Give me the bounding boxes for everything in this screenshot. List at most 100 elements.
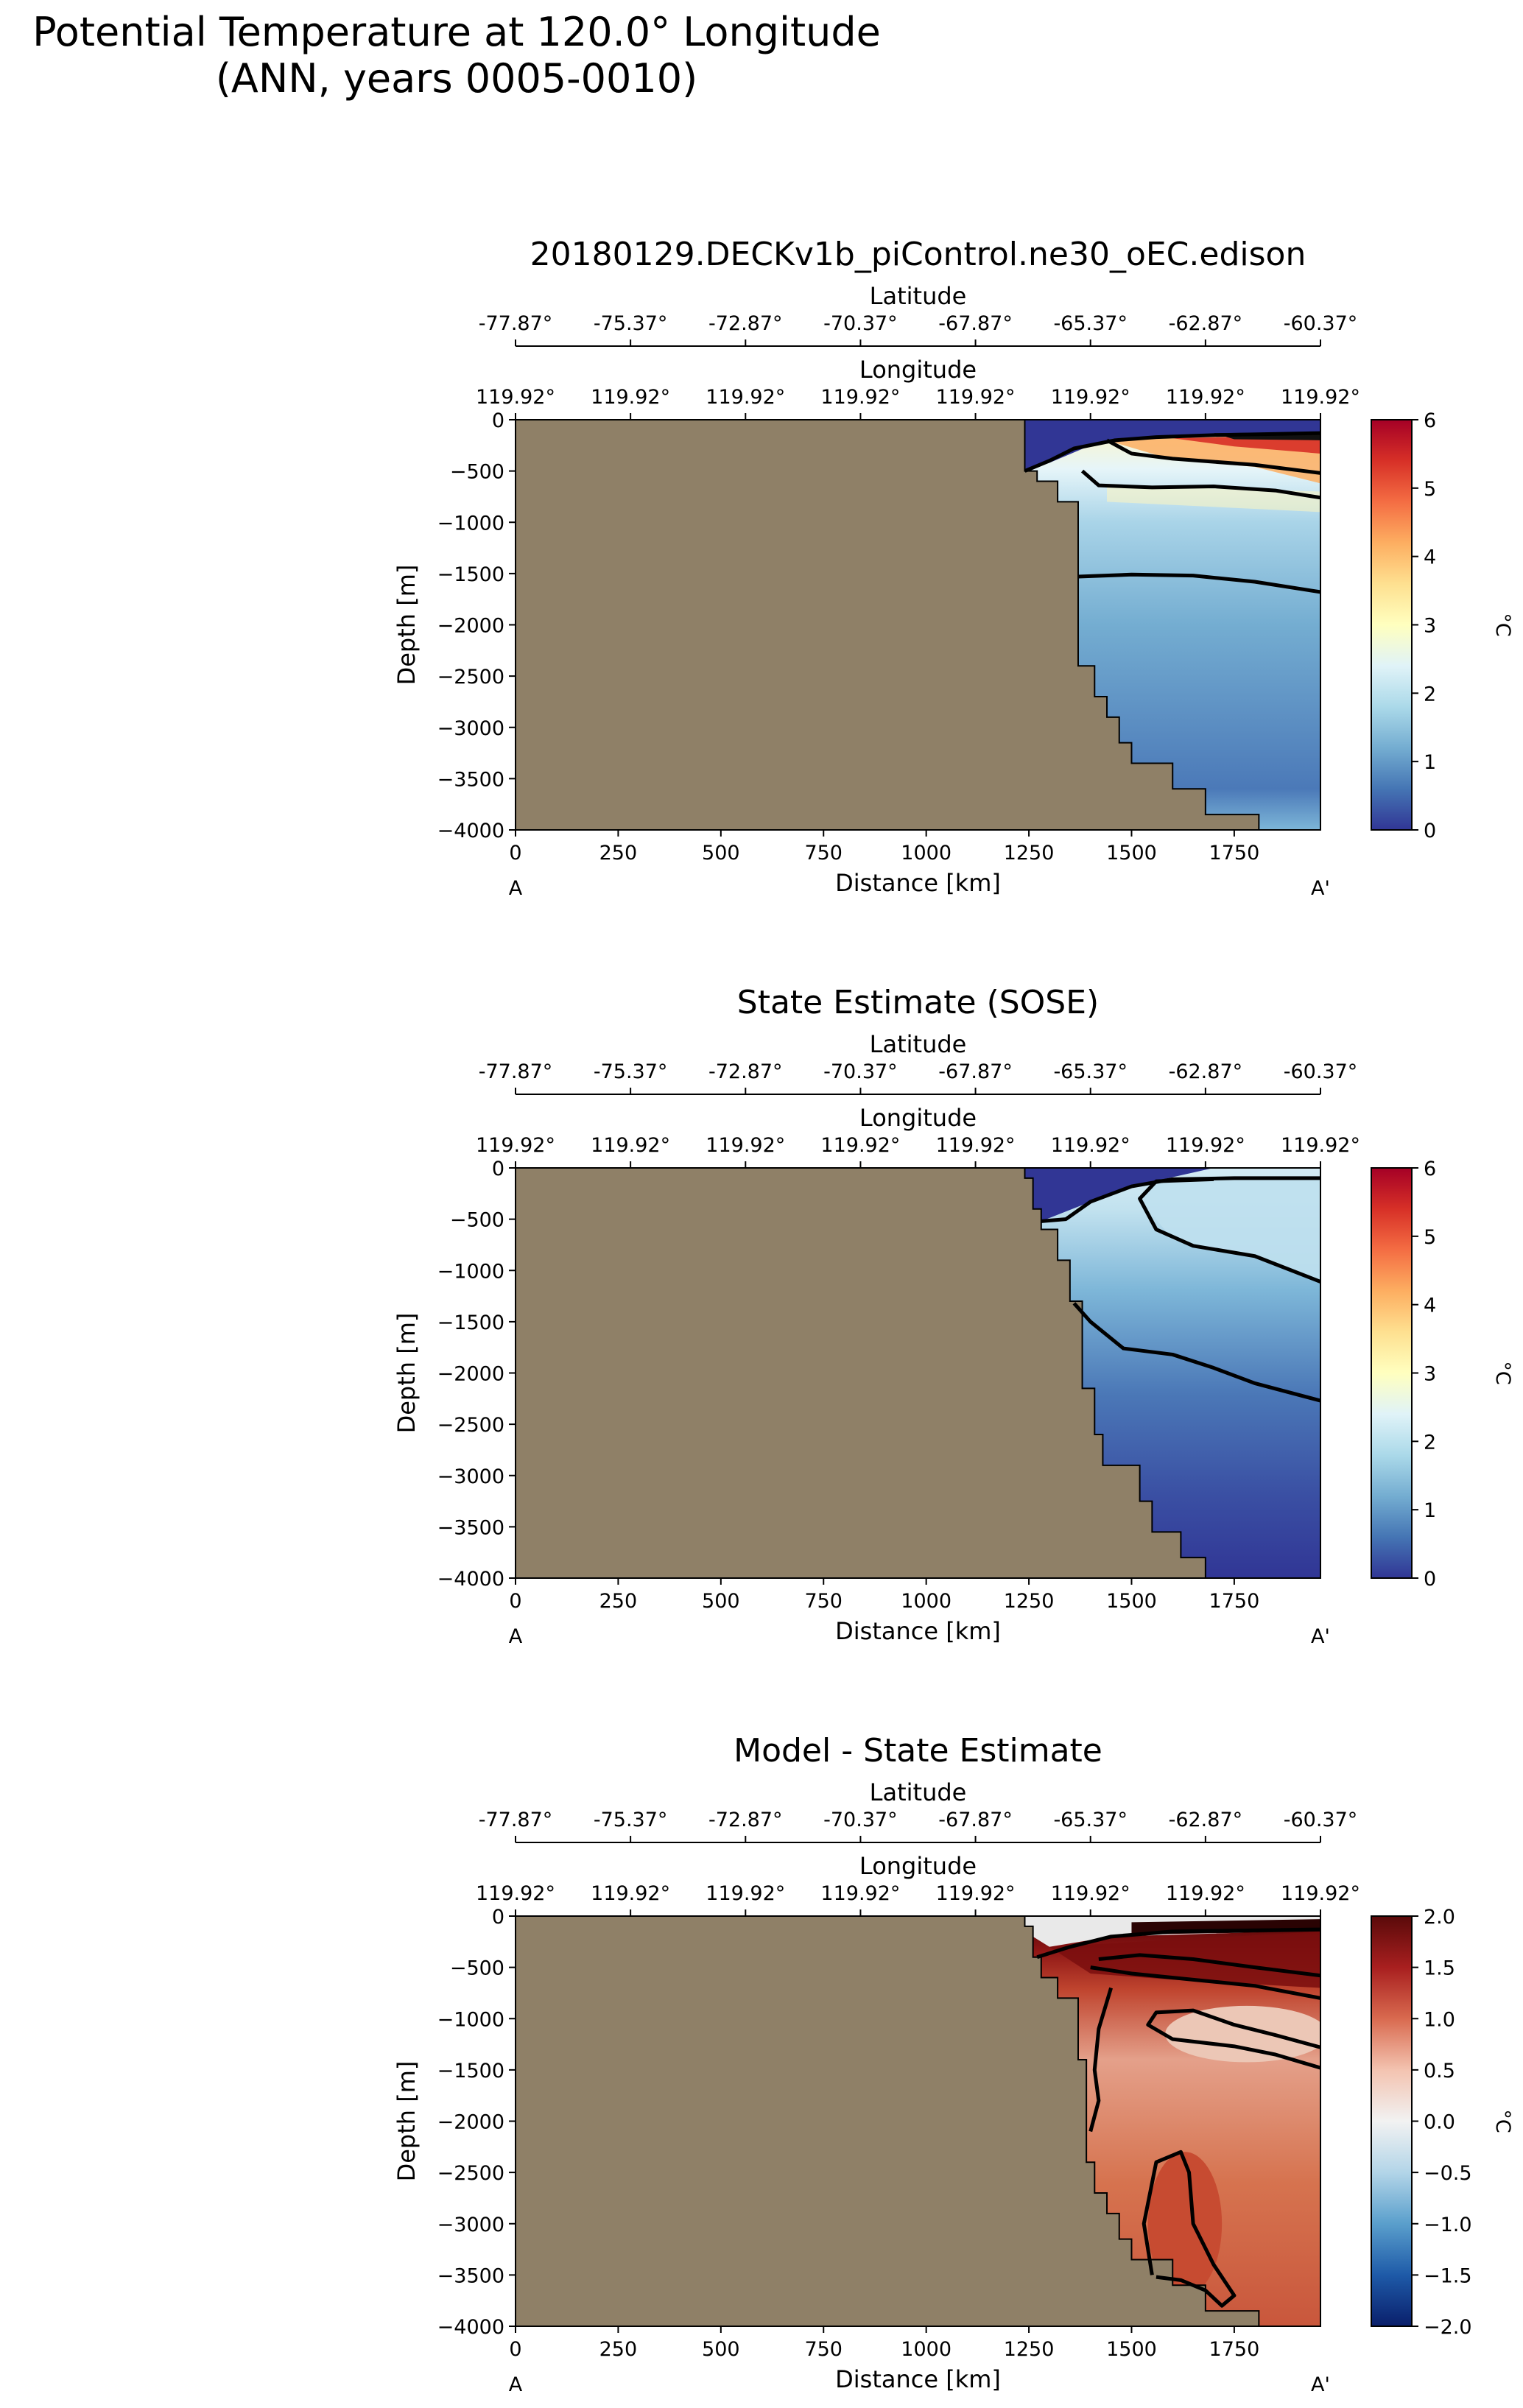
contour-line <box>1080 469 1320 500</box>
colorbar-tick-label: 2.0 <box>1424 1906 1455 1929</box>
lat-tick-label: -75.37° <box>594 1060 668 1083</box>
colorbar <box>1371 419 1413 831</box>
panel-title: 20180129.DECKv1b_piControl.ne30_oEC.edis… <box>530 236 1306 273</box>
lon-tick-label: 119.92° <box>476 1882 555 1905</box>
endpoint-right-label: A' <box>1311 2373 1330 2396</box>
lon-tick-label: 119.92° <box>936 386 1016 409</box>
longitude-axis-label: Longitude <box>859 356 977 384</box>
y-tick-label: −3500 <box>437 768 504 791</box>
x-tick-label: 750 <box>804 842 843 865</box>
lat-tick-label: -77.87° <box>479 1809 553 1831</box>
x-axis-label: Distance [km] <box>835 1617 1001 1645</box>
y-tick-label: 0 <box>492 1158 504 1180</box>
colorbar-tick-label: 4 <box>1424 1295 1436 1317</box>
colorbar-unit-label: °C <box>1491 613 1514 636</box>
contour-line <box>1072 1302 1320 1403</box>
y-tick-label: −3000 <box>437 2214 504 2236</box>
colorbar-tick-label: −0.5 <box>1424 2162 1472 2185</box>
x-tick-label: 250 <box>599 1590 638 1613</box>
y-tick-label: −500 <box>450 1209 504 1232</box>
y-tick-label: −4000 <box>437 820 504 842</box>
lon-tick-label: 119.92° <box>706 1882 785 1905</box>
contour-line <box>1041 1176 1320 1223</box>
endpoint-left-label: A <box>509 1625 523 1648</box>
lon-tick-label: 119.92° <box>936 1882 1016 1905</box>
y-tick-label: −2500 <box>437 1414 504 1437</box>
colorbar-tick-label: 0 <box>1424 820 1436 842</box>
lat-tick-label: -62.87° <box>1169 1809 1243 1831</box>
y-tick-label: −1500 <box>437 563 504 586</box>
colorbar-unit-label: °C <box>1491 1361 1514 1384</box>
colorbar-tick-label: 4 <box>1424 546 1436 569</box>
colorbar-tick-label: 5 <box>1424 478 1436 501</box>
lon-tick-label: 119.92° <box>591 1134 670 1157</box>
x-tick-label: 1500 <box>1106 2338 1157 2361</box>
lat-tick-label: -67.87° <box>938 312 1013 335</box>
y-tick-label: −3000 <box>437 1465 504 1488</box>
lat-tick-label: -60.37° <box>1284 1809 1358 1831</box>
y-tick-label: −2500 <box>437 2162 504 2185</box>
lon-tick-label: 119.92° <box>1281 1882 1360 1905</box>
y-tick-label: −2000 <box>437 1363 504 1386</box>
lon-tick-label: 119.92° <box>476 1134 555 1157</box>
x-tick-label: 500 <box>702 1590 740 1613</box>
lat-tick-label: -65.37° <box>1053 312 1128 335</box>
contour-line <box>1146 2008 1320 2070</box>
lon-tick-label: 119.92° <box>936 1134 1016 1157</box>
lon-tick-label: 119.92° <box>476 386 555 409</box>
y-tick-label: −4000 <box>437 1568 504 1591</box>
y-tick-label: −2000 <box>437 615 504 638</box>
lat-tick-label: -77.87° <box>479 1060 553 1083</box>
x-tick-label: 1000 <box>901 842 952 865</box>
y-tick-label: 0 <box>492 1906 504 1929</box>
x-tick-label: 1500 <box>1106 1590 1157 1613</box>
intermediate-water <box>1139 1177 1320 1282</box>
colorbar-tick-label: −1.5 <box>1424 2264 1472 2287</box>
y-tick-label: −1000 <box>437 512 504 535</box>
lat-tick-label: -75.37° <box>594 312 668 335</box>
x-tick-label: 1750 <box>1209 842 1260 865</box>
y-tick-label: −500 <box>450 1957 504 1980</box>
x-axis-label: Distance [km] <box>835 869 1001 897</box>
lon-tick-label: 119.92° <box>820 1134 900 1157</box>
y-tick-label: −1500 <box>437 1312 504 1334</box>
longitude-axis-label: Longitude <box>859 1104 977 1132</box>
colorbar-tick-label: 2 <box>1424 683 1436 705</box>
chart-panel-diff: 0 250 500 750 1000 1250 1500 1750 A A' Distance [k… <box>393 1732 1514 2396</box>
panel-title: Model - State Estimate <box>734 1732 1102 1770</box>
lon-tick-label: 119.92° <box>1166 386 1245 409</box>
figure-title-line1: Potential Temperature at 120.0° Longitud… <box>32 9 881 55</box>
longitude-axis-label: Longitude <box>859 1852 977 1880</box>
land-mask <box>516 1168 1206 1578</box>
lon-tick-label: 119.92° <box>706 386 785 409</box>
colorbar-tick-label: 1 <box>1424 1499 1436 1522</box>
lat-tick-label: -67.87° <box>938 1060 1013 1083</box>
x-axis-label: Distance [km] <box>835 2365 1001 2393</box>
lon-tick-label: 119.92° <box>591 386 670 409</box>
colorbar-tick-label: 0 <box>1424 1568 1436 1591</box>
x-tick-label: 1750 <box>1209 1590 1260 1613</box>
y-tick-label: 0 <box>492 409 504 432</box>
colorbar <box>1371 1915 1413 2327</box>
endpoint-right-label: A' <box>1311 877 1330 900</box>
x-tick-label: 1750 <box>1209 2338 1260 2361</box>
contour-line <box>1105 438 1320 475</box>
lat-tick-label: -62.87° <box>1169 312 1243 335</box>
lon-tick-label: 119.92° <box>1281 386 1360 409</box>
y-axis-label: Depth [m] <box>393 565 421 686</box>
colorbar-tick-label: 1.0 <box>1424 2008 1455 2031</box>
x-tick-label: 500 <box>702 842 740 865</box>
lon-tick-label: 119.92° <box>1051 1134 1130 1157</box>
contour-line <box>1088 1987 1113 2133</box>
colorbar-tick-label: 0.0 <box>1424 2111 1455 2134</box>
lat-tick-label: -65.37° <box>1053 1060 1128 1083</box>
y-tick-label: −2000 <box>437 2111 504 2134</box>
contour-line <box>1024 431 1320 473</box>
lat-tick-label: -75.37° <box>594 1809 668 1831</box>
y-tick-label: −3500 <box>437 1516 504 1539</box>
endpoint-left-label: A <box>509 2373 523 2396</box>
colorbar-tick-label: 6 <box>1424 409 1436 432</box>
lat-tick-label: -67.87° <box>938 1809 1013 1831</box>
